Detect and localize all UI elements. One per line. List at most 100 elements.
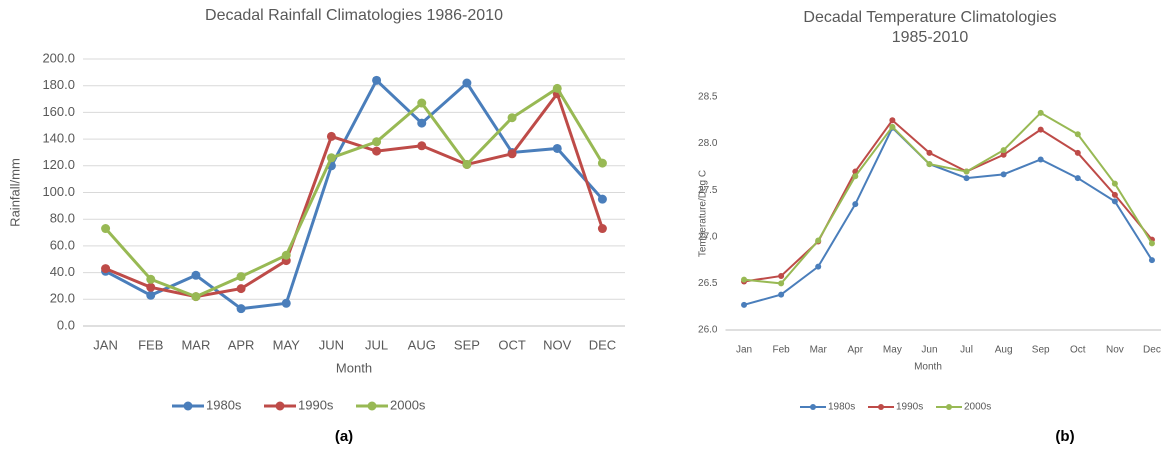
y-tick-label: 80.0 [50,211,75,226]
x-tick-label: Jun [921,345,937,356]
x-tick-label: Sep [1032,345,1050,356]
legend-marker [367,401,377,411]
y-tick-label: 26.5 [698,278,718,289]
data-point [741,301,748,308]
y-tick-label: 26.0 [698,325,718,336]
y-tick-label: 28.0 [698,138,718,149]
y-tick-label: 27.0 [698,231,718,242]
y-tick-label: 160.0 [42,104,75,119]
x-tick-label: Jan [736,345,752,356]
y-tick-label: 28.5 [698,92,718,103]
y-tick-label: 100.0 [42,184,75,199]
data-point [462,159,472,169]
legend-marker [275,401,285,411]
x-tick-label: NOV [543,337,572,352]
legend-marker [878,404,884,410]
data-point [963,175,970,182]
data-point [146,282,156,292]
caption: (a) [335,428,353,445]
data-point [1074,131,1081,138]
data-point [852,173,859,180]
data-point [281,250,291,260]
x-tick-label: May [883,345,902,356]
x-tick-label: APR [228,337,255,352]
legend-label: 2000s [964,402,991,413]
series-line [743,118,1153,283]
x-tick-label: AUG [408,337,436,352]
x-tick-label: Dec [1143,345,1161,356]
data-point [1000,147,1007,154]
legend-label: 1980s [206,397,242,412]
data-point [146,290,156,300]
data-point [1074,175,1081,182]
data-point [146,274,156,284]
y-tick-label: 40.0 [50,264,75,279]
x-tick-label: Jul [960,345,973,356]
x-tick-label: FEB [138,337,163,352]
x-axis-label: Month [914,362,942,373]
series-line [104,86,604,299]
y-tick-label: 120.0 [42,157,75,172]
data-point [101,264,111,274]
data-point [815,263,822,270]
data-point [926,149,933,156]
data-point [597,158,607,168]
data-point [552,143,562,153]
x-tick-label: Feb [773,345,791,356]
legend-label: 1990s [896,402,923,413]
x-axis-label: Month [336,360,372,375]
y-tick-label: 200.0 [42,50,75,65]
data-point [963,168,970,175]
title-box: Decadal Temperature Climatologies 1985-2… [803,9,1057,46]
y-tick-label: 180.0 [42,77,75,92]
data-point [191,292,201,302]
data-point [1037,109,1044,116]
x-tick-label: Mar [810,345,828,356]
x-tick-label: Aug [995,345,1013,356]
data-point [552,83,562,93]
y-tick-label: 20.0 [50,291,75,306]
data-point [236,284,246,294]
data-point [101,224,111,234]
data-point [507,149,517,159]
title-box: Decadal Rainfall Climatologies 1986-2010 [205,7,503,24]
series-line [743,111,1153,285]
y-tick-label: 27.5 [698,185,718,196]
chart-title: Decadal Temperature Climatologies 1985-2… [803,9,1057,46]
data-point [1037,156,1044,163]
y-axis-label: Rainfall/mm [7,158,22,227]
x-tick-label: OCT [498,337,526,352]
series-line [104,77,604,311]
x-tick-label: JUN [319,337,344,352]
legend-label: 1980s [828,402,855,413]
legend-label: 1990s [298,397,334,412]
legend-marker [810,404,816,410]
data-point [1148,257,1155,264]
data-point [1111,191,1118,198]
x-tick-label: JAN [93,337,118,352]
x-tick-label: Nov [1106,345,1124,356]
x-tick-label: DEC [589,337,616,352]
data-point [417,98,427,108]
data-point [417,118,427,128]
data-point [1111,198,1118,205]
x-tick-label: SEP [454,337,480,352]
data-point [1000,151,1007,158]
data-point [741,276,748,283]
data-point [326,131,336,141]
data-point [236,272,246,282]
x-tick-label: Apr [848,345,864,356]
chart-title: Decadal Rainfall Climatologies 1986-2010 [205,7,503,24]
data-point [236,304,246,314]
x-tick-label: MAR [181,337,210,352]
data-point [281,298,291,308]
data-point [372,137,382,147]
data-point [889,123,896,130]
legend-marker [946,404,952,410]
data-point [1037,126,1044,133]
caption: (b) [1055,428,1074,445]
y-tick-label: 60.0 [50,237,75,252]
data-point [597,194,607,204]
y-axis-label: Temperature/Deg C [698,170,709,257]
